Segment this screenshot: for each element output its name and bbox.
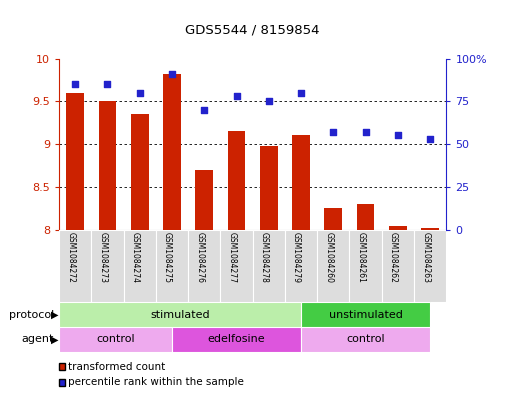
Bar (324, 208, 342, 230)
Text: agent: agent (22, 334, 54, 344)
Bar (59, 230, 91, 302)
Bar (188, 230, 221, 302)
Text: GSM1084261: GSM1084261 (357, 232, 366, 283)
Bar (414, 230, 446, 302)
Bar (389, 226, 407, 230)
Bar (156, 230, 188, 302)
Text: GSM1084275: GSM1084275 (163, 232, 172, 283)
Point (103, 81, 111, 87)
Text: GDS5544 / 8159854: GDS5544 / 8159854 (185, 24, 320, 37)
Text: control: control (346, 334, 385, 344)
Text: ▶: ▶ (50, 310, 58, 320)
Bar (124, 230, 156, 302)
Point (297, 90, 305, 96)
Bar (301, 302, 430, 327)
Point (135, 90, 144, 96)
Bar (382, 230, 414, 302)
Text: stimulated: stimulated (150, 310, 210, 320)
Text: GSM1084277: GSM1084277 (227, 232, 236, 283)
Point (329, 129, 338, 135)
Text: percentile rank within the sample: percentile rank within the sample (68, 377, 244, 387)
Bar (292, 135, 310, 230)
Text: GSM1084272: GSM1084272 (66, 232, 75, 283)
Bar (98, 101, 116, 230)
Text: protocol: protocol (9, 310, 54, 320)
Point (362, 129, 370, 135)
Point (394, 132, 402, 139)
Bar (285, 230, 317, 302)
Bar (131, 114, 149, 230)
Text: GSM1084278: GSM1084278 (260, 232, 269, 283)
Bar (172, 327, 301, 352)
Text: GSM1084274: GSM1084274 (131, 232, 140, 283)
Bar (59, 327, 172, 352)
Text: control: control (96, 334, 135, 344)
Bar (91, 230, 124, 302)
Text: GSM1084262: GSM1084262 (389, 232, 398, 283)
Text: transformed count: transformed count (68, 362, 166, 371)
Bar (221, 230, 252, 302)
Bar (301, 327, 430, 352)
Bar (357, 204, 374, 230)
Point (168, 71, 176, 77)
Text: GSM1084260: GSM1084260 (324, 232, 333, 283)
Bar (252, 230, 285, 302)
Text: GSM1084273: GSM1084273 (98, 232, 107, 283)
Point (232, 93, 241, 99)
Point (71, 81, 79, 87)
Text: edelfosine: edelfosine (208, 334, 265, 344)
Bar (163, 74, 181, 230)
Text: ▶: ▶ (50, 334, 58, 344)
Bar (228, 131, 245, 230)
Bar (59, 302, 301, 327)
Bar (317, 230, 349, 302)
Bar (260, 146, 278, 230)
Text: unstimulated: unstimulated (329, 310, 403, 320)
Bar (195, 170, 213, 230)
Point (200, 107, 208, 113)
Text: GSM1084276: GSM1084276 (195, 232, 204, 283)
Point (426, 136, 435, 142)
Text: GSM1084263: GSM1084263 (421, 232, 430, 283)
Bar (421, 228, 439, 230)
Bar (349, 230, 382, 302)
Point (265, 98, 273, 105)
Bar (66, 93, 84, 230)
Text: GSM1084279: GSM1084279 (292, 232, 301, 283)
